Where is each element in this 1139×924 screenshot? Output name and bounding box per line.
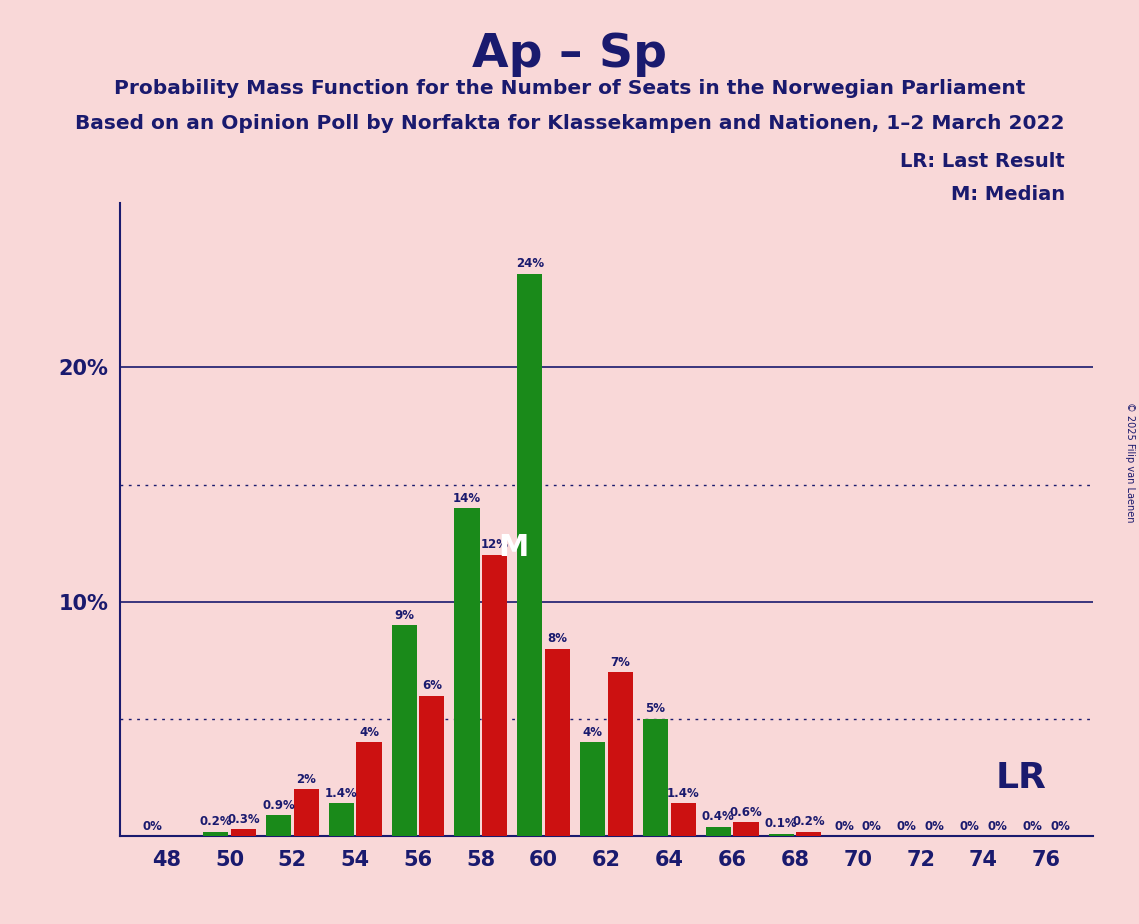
- Text: 0%: 0%: [144, 820, 163, 833]
- Text: 14%: 14%: [453, 492, 481, 505]
- Text: 6%: 6%: [421, 679, 442, 692]
- Text: 1.4%: 1.4%: [325, 787, 358, 800]
- Text: 0%: 0%: [834, 820, 854, 833]
- Bar: [769, 833, 794, 836]
- Text: 0%: 0%: [896, 820, 917, 833]
- Text: M: Median: M: Median: [951, 185, 1065, 204]
- Bar: [706, 827, 731, 836]
- Text: Ap – Sp: Ap – Sp: [472, 32, 667, 78]
- Text: 7%: 7%: [611, 656, 630, 669]
- Text: 0%: 0%: [925, 820, 944, 833]
- Bar: [267, 815, 292, 836]
- Bar: [671, 803, 696, 836]
- Text: 24%: 24%: [516, 257, 544, 270]
- Text: 9%: 9%: [394, 609, 415, 622]
- Text: Based on an Opinion Poll by Norfakta for Klassekampen and Nationen, 1–2 March 20: Based on an Opinion Poll by Norfakta for…: [75, 114, 1064, 133]
- Text: 0%: 0%: [862, 820, 882, 833]
- Text: © 2025 Filip van Laenen: © 2025 Filip van Laenen: [1125, 402, 1134, 522]
- Bar: [294, 789, 319, 836]
- Bar: [231, 829, 256, 836]
- Text: Probability Mass Function for the Number of Seats in the Norwegian Parliament: Probability Mass Function for the Number…: [114, 79, 1025, 98]
- Text: 0.2%: 0.2%: [199, 815, 232, 828]
- Text: 12%: 12%: [481, 539, 509, 552]
- Bar: [203, 832, 228, 836]
- Text: 4%: 4%: [359, 726, 379, 739]
- Text: 8%: 8%: [548, 632, 567, 645]
- Text: 0.6%: 0.6%: [730, 806, 762, 819]
- Text: 0.1%: 0.1%: [765, 818, 797, 831]
- Bar: [734, 822, 759, 836]
- Bar: [357, 743, 382, 836]
- Text: 0%: 0%: [1023, 820, 1042, 833]
- Text: 4%: 4%: [583, 726, 603, 739]
- Text: 0%: 0%: [988, 820, 1007, 833]
- Bar: [392, 626, 417, 836]
- Text: 0.4%: 0.4%: [702, 810, 735, 823]
- Text: 0.9%: 0.9%: [262, 798, 295, 811]
- Text: 0%: 0%: [960, 820, 980, 833]
- Text: 0.2%: 0.2%: [793, 815, 825, 828]
- Bar: [580, 743, 605, 836]
- Text: 0%: 0%: [1050, 820, 1070, 833]
- Text: 1.4%: 1.4%: [666, 787, 699, 800]
- Bar: [517, 274, 542, 836]
- Bar: [454, 508, 480, 836]
- Bar: [482, 555, 507, 836]
- Text: 2%: 2%: [296, 772, 317, 785]
- Text: 5%: 5%: [646, 702, 665, 715]
- Bar: [642, 719, 669, 836]
- Bar: [796, 832, 821, 836]
- Bar: [544, 649, 571, 836]
- Bar: [329, 803, 354, 836]
- Text: LR: Last Result: LR: Last Result: [900, 152, 1065, 172]
- Text: 0.3%: 0.3%: [227, 813, 260, 826]
- Bar: [419, 696, 444, 836]
- Bar: [608, 672, 633, 836]
- Text: LR: LR: [995, 760, 1047, 795]
- Text: M: M: [499, 533, 528, 563]
